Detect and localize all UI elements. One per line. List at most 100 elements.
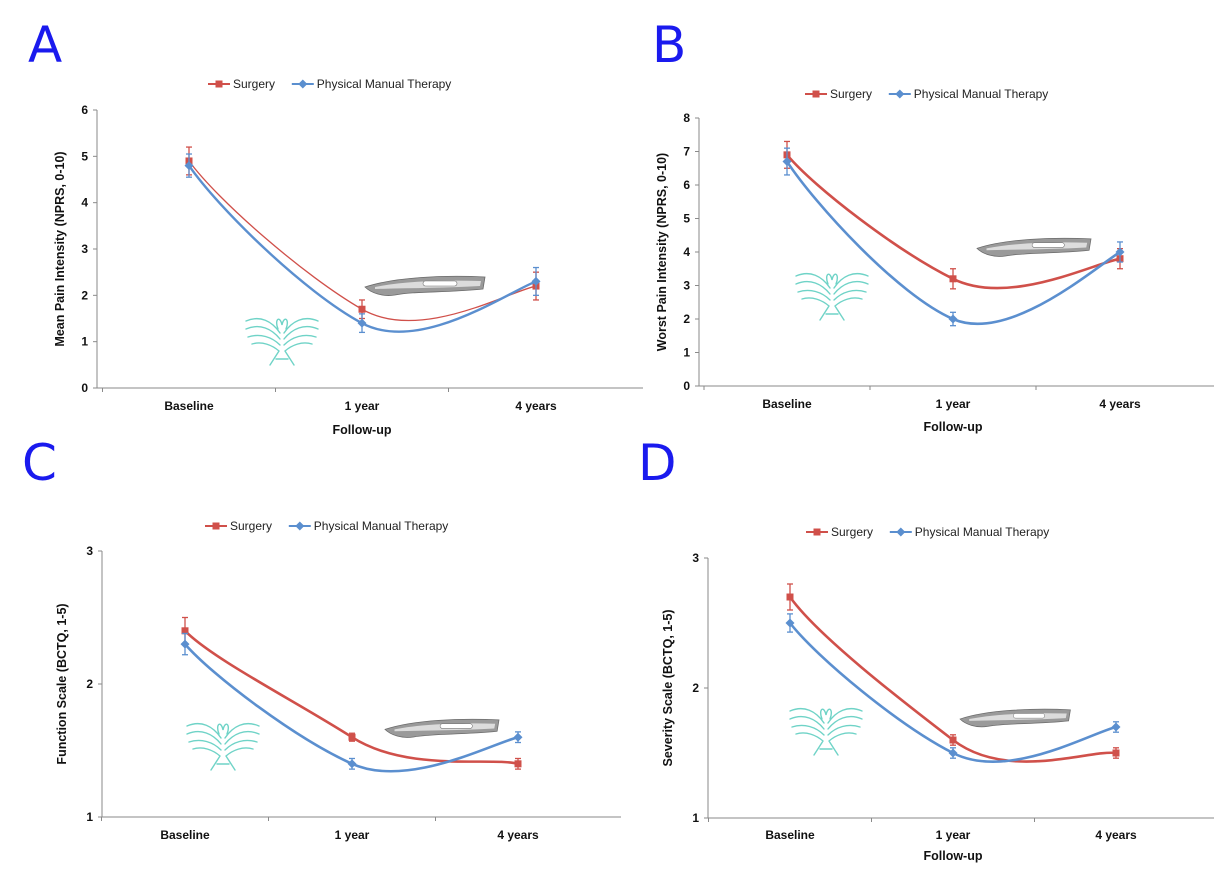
series-line xyxy=(184,643,519,773)
x-tick-label: Baseline xyxy=(765,828,815,842)
chart-panel-d: D 1 2 3 Baseline 1 year 4 years Follow-up Severi… xyxy=(638,434,1214,863)
y-tick-label: 4 xyxy=(683,245,690,259)
data-point xyxy=(1115,247,1125,257)
data-point xyxy=(786,593,794,601)
series-surgery xyxy=(786,583,1120,763)
legend-swatch-marker xyxy=(215,80,223,88)
data-point xyxy=(358,305,366,313)
legend-swatch-marker xyxy=(212,522,220,530)
x-tick-label: Baseline xyxy=(160,828,210,842)
panel-letter: C xyxy=(22,434,57,492)
y-axis-title: Severity Scale (BCTQ, 1-5) xyxy=(661,609,675,766)
legend: Surgery Physical Manual Therapy xyxy=(806,525,1049,539)
panel-letter: B xyxy=(652,16,686,74)
scalpel-slot xyxy=(1031,242,1065,248)
data-point xyxy=(513,732,523,742)
legend-swatch-marker xyxy=(812,90,820,98)
x-tick-label: 4 years xyxy=(515,399,557,413)
data-point xyxy=(948,314,958,324)
data-point xyxy=(949,736,957,744)
y-tick-label: 6 xyxy=(81,103,88,117)
scalpel-icon xyxy=(384,718,500,738)
chart-panel-a: A 0 1 2 3 4 5 6 Baseline 1 year 4 years Follow-up Me… xyxy=(28,16,643,437)
data-point xyxy=(357,318,367,328)
data-point xyxy=(531,276,541,286)
series-physical-manual-therapy xyxy=(782,147,1125,327)
y-tick-label: 3 xyxy=(683,279,690,293)
hands-icon-path xyxy=(245,317,319,366)
chart-panel-b: B 0 1 2 3 4 5 6 7 8 Baseline 1 year 4 years Follow-up… xyxy=(652,16,1214,434)
hands-icon-path xyxy=(186,722,260,771)
scalpel-icon xyxy=(364,275,486,296)
y-tick-label: 2 xyxy=(81,288,88,302)
y-axis-title: Worst Pain Intensity (NPRS, 0-10) xyxy=(655,153,669,351)
y-tick-label: 7 xyxy=(683,145,690,159)
x-tick-label: 4 years xyxy=(1095,828,1137,842)
data-point xyxy=(782,157,792,167)
chart-panel-c: C 1 2 3 Baseline 1 year 4 years Function Scale … xyxy=(22,434,621,842)
x-tick-label: Baseline xyxy=(762,397,812,411)
legend-label: Surgery xyxy=(831,525,873,539)
hands-icon xyxy=(186,722,260,771)
x-axis-title: Follow-up xyxy=(332,423,391,437)
hands-icon xyxy=(245,317,319,366)
legend-swatch-marker xyxy=(813,528,821,536)
legend-swatch-marker xyxy=(896,527,906,537)
series-surgery xyxy=(185,146,540,322)
y-axis-title: Mean Pain Intensity (NPRS, 0-10) xyxy=(53,151,67,346)
y-tick-label: 2 xyxy=(692,681,699,695)
x-tick-label: 4 years xyxy=(497,828,539,842)
data-point xyxy=(948,748,958,758)
series-surgery xyxy=(181,616,522,770)
scalpel-slot xyxy=(1013,713,1045,719)
series-surgery xyxy=(783,140,1124,290)
hands-icon xyxy=(789,707,863,756)
data-point xyxy=(347,759,357,769)
legend-swatch-marker xyxy=(295,521,305,531)
legend-label: Physical Manual Therapy xyxy=(314,519,449,533)
y-tick-label: 1 xyxy=(86,810,93,824)
legend-label: Surgery xyxy=(230,519,272,533)
y-tick-label: 1 xyxy=(692,811,699,825)
y-tick-label: 1 xyxy=(81,335,88,349)
x-axis-title: Follow-up xyxy=(923,849,982,863)
legend-label: Physical Manual Therapy xyxy=(914,87,1049,101)
y-tick-label: 0 xyxy=(683,379,690,393)
data-point xyxy=(180,639,190,649)
legend: Surgery Physical Manual Therapy xyxy=(208,77,451,91)
series-physical-manual-therapy xyxy=(785,613,1121,763)
x-tick-label: 1 year xyxy=(936,828,971,842)
legend-label: Surgery xyxy=(233,77,275,91)
y-tick-label: 8 xyxy=(683,111,690,125)
data-point xyxy=(1112,749,1120,757)
data-point xyxy=(1111,722,1121,732)
data-point xyxy=(785,618,795,628)
scalpel-icon xyxy=(959,708,1071,728)
y-tick-label: 6 xyxy=(683,178,690,192)
legend-swatch-marker xyxy=(895,89,905,99)
data-point xyxy=(348,733,356,741)
data-point xyxy=(184,161,194,171)
legend-label: Physical Manual Therapy xyxy=(915,525,1050,539)
y-tick-label: 3 xyxy=(692,551,699,565)
legend-swatch-marker xyxy=(298,79,308,89)
y-tick-label: 4 xyxy=(81,196,88,210)
hands-icon xyxy=(795,272,869,321)
hands-icon-path xyxy=(789,707,863,756)
y-tick-label: 0 xyxy=(81,381,88,395)
data-point xyxy=(181,627,189,635)
legend: Surgery Physical Manual Therapy xyxy=(205,519,448,533)
y-tick-label: 5 xyxy=(81,149,88,163)
y-tick-label: 3 xyxy=(81,242,88,256)
data-point xyxy=(514,760,522,768)
y-tick-label: 1 xyxy=(683,346,690,360)
y-axis-title: Function Scale (BCTQ, 1-5) xyxy=(55,603,69,764)
legend-label: Physical Manual Therapy xyxy=(317,77,452,91)
y-tick-label: 5 xyxy=(683,212,690,226)
y-tick-label: 2 xyxy=(86,677,93,691)
data-point xyxy=(949,275,957,283)
series-line xyxy=(188,160,537,322)
series-physical-manual-therapy xyxy=(184,153,541,334)
legend: Surgery Physical Manual Therapy xyxy=(805,87,1048,101)
